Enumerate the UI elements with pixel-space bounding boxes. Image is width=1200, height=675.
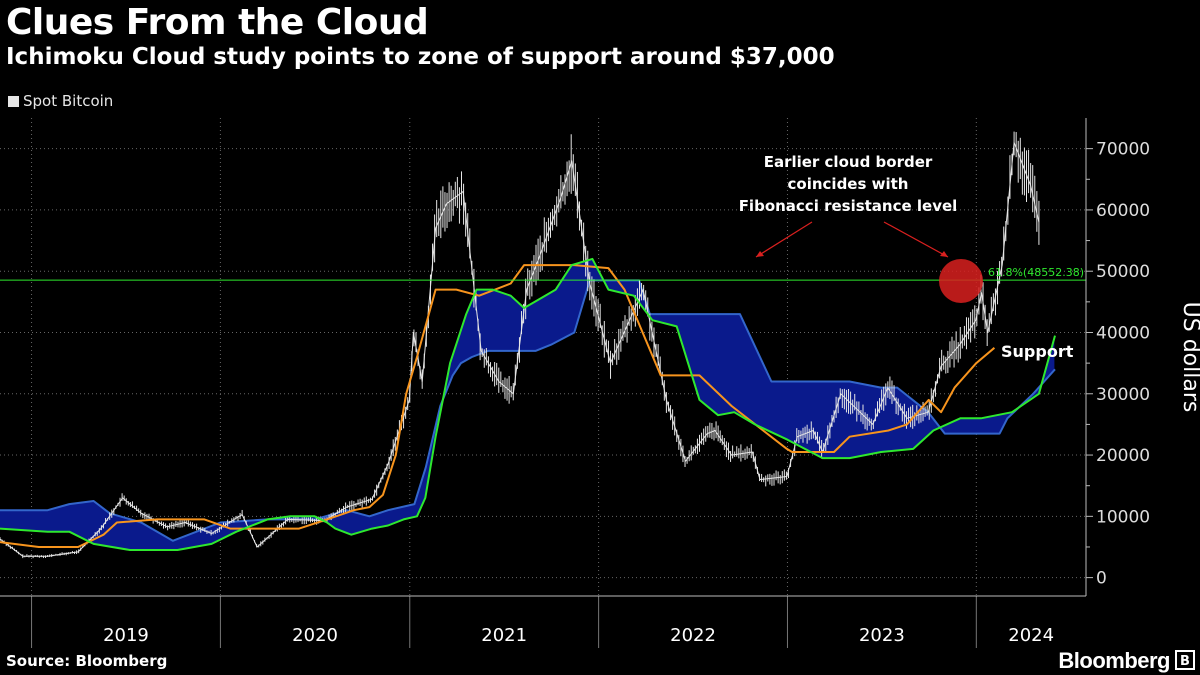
y-axis-title: US dollars xyxy=(1178,302,1200,413)
y-tick-label: 50000 xyxy=(1096,262,1150,282)
annotation-text-line: coincides with xyxy=(788,175,909,193)
chart-title: Clues From the Cloud xyxy=(6,2,429,43)
chart-lines xyxy=(0,131,1086,559)
x-year-label: 2022 xyxy=(670,625,716,646)
annotation-text-line: Fibonacci resistance level xyxy=(739,197,958,215)
y-tick-label: 70000 xyxy=(1096,140,1150,160)
green-line xyxy=(0,257,1056,551)
arrowhead-right-icon xyxy=(940,251,948,257)
axes: 0 10000 20000 30000 40000 50000 60000 70000 US d… xyxy=(0,118,1200,648)
annotation-text-line: Earlier cloud border xyxy=(764,153,933,171)
y-tick-label: 40000 xyxy=(1096,323,1150,343)
arrowhead-left-icon xyxy=(756,251,764,257)
x-year-label: 2023 xyxy=(859,625,905,646)
legend: Spot Bitcoin xyxy=(8,92,113,110)
bloomberg-logo: Bloomberg xyxy=(1058,648,1170,673)
x-year-label: 2024 xyxy=(1008,625,1054,646)
x-year-label: 2019 xyxy=(103,625,149,646)
legend-label-spot-bitcoin: Spot Bitcoin xyxy=(23,92,114,110)
bloomberg-badge-icon: B xyxy=(1175,650,1195,670)
annotation-arrow-right xyxy=(883,221,949,258)
grid xyxy=(0,118,1086,596)
annotation-arrow-left xyxy=(755,221,813,258)
legend-swatch-spot-bitcoin xyxy=(8,95,19,107)
x-year-label: 2021 xyxy=(481,625,527,646)
y-tick-label: 60000 xyxy=(1096,201,1150,221)
annotations: 61.8%(48552.38) Earlier cloud border coinc… xyxy=(739,153,1084,361)
source-note: Source: Bloomberg xyxy=(6,652,168,670)
fibonacci-label: 61.8%(48552.38) xyxy=(988,266,1084,279)
y-tick-label: 0 xyxy=(1096,569,1107,589)
x-year-label: 2020 xyxy=(292,625,338,646)
y-tick-label: 20000 xyxy=(1096,446,1150,466)
support-label: Support xyxy=(1001,342,1074,361)
y-tick-label: 30000 xyxy=(1096,385,1150,405)
y-tick-label: 10000 xyxy=(1096,507,1150,527)
orange-line xyxy=(0,264,996,548)
highlight-circle xyxy=(939,259,983,303)
chart-subtitle: Ichimoku Cloud study points to zone of s… xyxy=(6,44,835,70)
